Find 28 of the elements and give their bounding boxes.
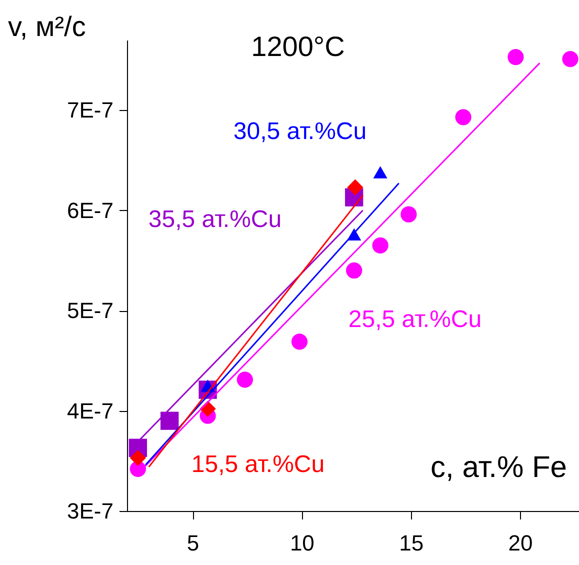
x-tick-label: 10 (290, 530, 314, 556)
series-label: 25,5 ат.%Cu (348, 306, 482, 333)
y-tick-label: 3E-7 (67, 498, 114, 524)
point (455, 109, 472, 126)
point (291, 334, 308, 350)
series-label: 30,5 ат.%Cu (233, 118, 367, 145)
point (347, 179, 364, 196)
x-tick-label: 15 (399, 530, 424, 556)
text: 35,5 ат.%Cu (148, 206, 282, 233)
x-tick-label: 20 (508, 530, 533, 556)
point (373, 166, 388, 178)
point (508, 48, 524, 66)
y-tick-label: 7E-7 (67, 98, 114, 123)
point (400, 206, 417, 222)
y-tick-label: 6E-7 (67, 198, 114, 223)
point (236, 372, 253, 388)
chart-title: 1200°C (251, 31, 345, 62)
point (346, 262, 362, 279)
series-label: 15,5 ат.%Cu (191, 451, 325, 478)
x-axis-title: с, ат.% Fe (430, 451, 567, 484)
y-tick-label: 5E-7 (67, 298, 114, 324)
point (130, 450, 146, 466)
x-tick-label: 5 (186, 530, 200, 556)
y-axis-title: v, м²/с (8, 11, 86, 42)
y-tick-label: 4E-7 (67, 398, 114, 424)
point (160, 412, 179, 430)
point (562, 50, 578, 68)
point (372, 237, 388, 254)
